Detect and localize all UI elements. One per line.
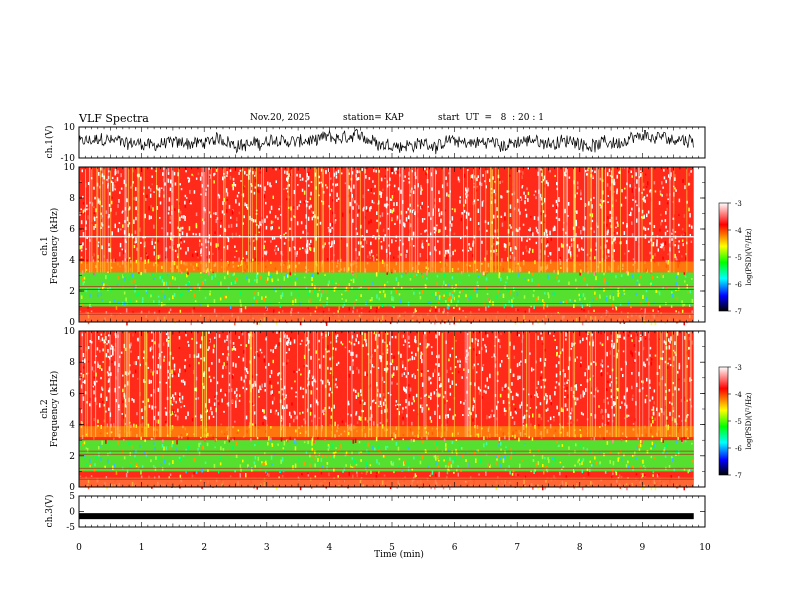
ch3-signal-band: [79, 513, 694, 520]
y-tick-label: 10: [64, 163, 76, 173]
x-tick-label: 3: [264, 543, 270, 553]
ch1-waveform-line: [78, 128, 694, 155]
colorbar-tick-label: -5: [735, 254, 742, 262]
spec1-ylabel-channel: ch.1: [40, 236, 50, 255]
colorbar-tick-label: -6: [735, 281, 742, 289]
spec2-ylabel-freq: Frequency (kHz): [49, 371, 60, 448]
y-tick-label: 0: [69, 483, 75, 493]
ch1-waveform: [78, 128, 694, 155]
ch3-ylabel: ch.3(V): [44, 495, 55, 528]
y-tick-label: -5: [66, 523, 75, 533]
start-time-label: start UT = 8 : 20 : 1: [438, 113, 544, 123]
x-tick-label: 7: [514, 543, 520, 553]
chart-title: VLF Spectra: [79, 112, 149, 125]
y-tick-label: 4: [69, 421, 75, 431]
y-tick-label: 0: [69, 318, 75, 328]
x-tick-label: 10: [699, 543, 711, 553]
y-tick-label: 5: [69, 492, 75, 502]
colorbar-tick-label: -4: [735, 227, 742, 235]
y-tick-label: 8: [69, 358, 75, 368]
colorbar-tick-label: -5: [735, 418, 742, 426]
ch1-ylabel: ch.1(V): [44, 126, 55, 159]
colorbar-tick-label: -7: [735, 308, 742, 316]
x-tick-label: 6: [452, 543, 458, 553]
x-tick-label: 0: [76, 543, 82, 553]
x-tick-label: 8: [577, 543, 583, 553]
ch1-spectrogram: [79, 167, 694, 326]
spectrogram-low-band: [79, 440, 694, 472]
spec1-ylabel-freq: Frequency (kHz): [49, 208, 60, 285]
colorbar-2: -3 -4 -5 -6 -7 log(PSD)(V²/Hz): [718, 364, 753, 480]
colorbar-tick-label: -3: [735, 364, 742, 372]
ch3-waveform: [79, 513, 694, 520]
colorbar-1-label: log(PSD)(V²/Hz): [745, 228, 753, 285]
colorbar-tick-label: -6: [735, 445, 742, 453]
colorbar-1: -3 -4 -5 -6 -7 log(PSD)(V²/Hz): [718, 200, 753, 316]
x-tick-label: 1: [139, 543, 145, 553]
y-tick-label: 10: [64, 123, 76, 133]
colorbar-tick-label: -7: [735, 472, 742, 480]
x-tick-label: 2: [201, 543, 207, 553]
colorbar-tick-label: -4: [735, 391, 742, 399]
ch2-spectrogram: [79, 331, 694, 491]
y-tick-label: 10: [64, 327, 76, 337]
spec2-ylabel-channel: ch.2: [40, 399, 50, 418]
y-tick-label: -10: [61, 154, 76, 164]
colorbar-tick-label: -3: [735, 200, 742, 208]
y-tick-label: 8: [69, 194, 75, 204]
colorbar-2-label: log(PSD)(V²/Hz): [745, 392, 753, 449]
y-tick-label: 2: [69, 287, 75, 297]
date-label: Nov.20, 2025: [250, 113, 311, 123]
y-tick-label: 2: [69, 452, 75, 462]
y-tick-label: 6: [69, 225, 75, 235]
station-label: station= KAP: [343, 113, 404, 123]
x-tick-label: 9: [640, 543, 646, 553]
x-tick-label: 5: [389, 543, 395, 553]
y-tick-label: 6: [69, 389, 75, 399]
y-tick-label: 0: [69, 508, 75, 518]
x-axis-title: Time (min): [374, 549, 424, 560]
x-tick-label: 4: [327, 543, 333, 553]
y-tick-label: 4: [69, 256, 75, 266]
